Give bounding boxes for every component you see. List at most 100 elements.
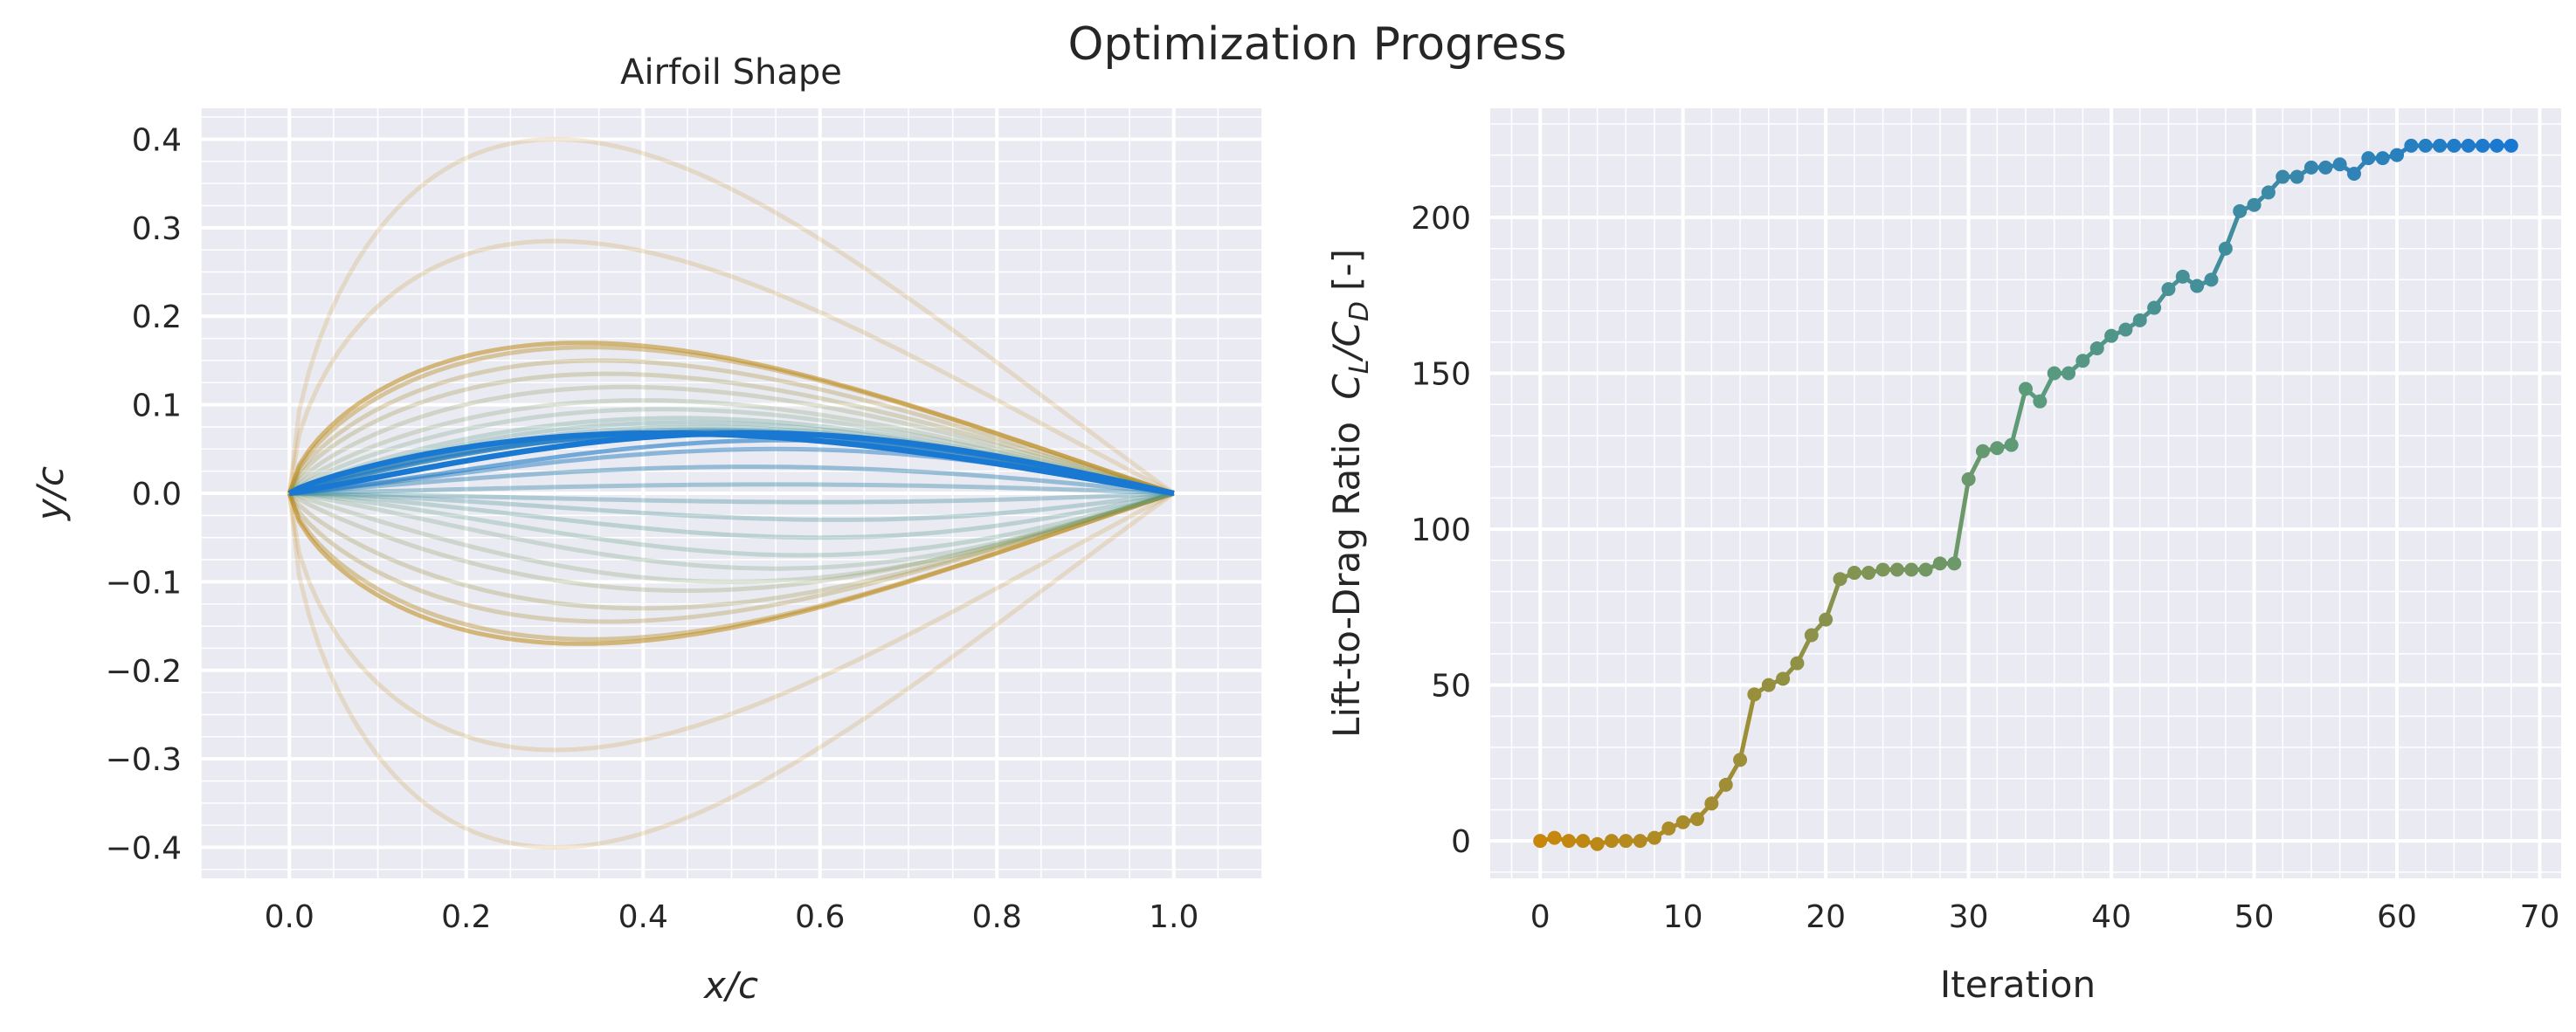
airfoil-final-lower-surface [288,430,1175,497]
airfoil-y-tick-label: −0.3 [106,742,182,778]
ld-data-point [1547,830,1562,845]
ld-data-point [2233,203,2248,218]
ld-data-point [1889,562,1904,577]
ld-data-point [2461,138,2476,153]
ld-data-point [1918,562,1933,577]
airfoil-y-tick-label: −0.2 [106,654,182,690]
airfoil-history-lower-surface [289,491,1174,505]
ld-data-point [2361,151,2376,166]
airfoil-x-tick-label: 1.0 [1149,899,1198,935]
airfoil-history-upper-surface [287,136,1176,496]
ld-data-point [2075,354,2090,368]
ld-line-segment [1737,691,1757,762]
ld-data-point [2118,322,2133,337]
airfoil-y-tick-label: 0.1 [132,389,182,424]
ld-x-axis-label: Iteration [1940,963,2096,1006]
ld-data-point [1804,628,1819,643]
ld-data-point [2004,437,2019,452]
ld-data-point [1847,566,1861,581]
airfoil-history-lower-surface [289,491,1175,558]
ld-x-ticks: 0 10 20 30 40 50 60 70 [1530,899,2560,935]
ld-data-point [1747,687,1762,702]
ld-data-point [2447,138,2462,153]
ld-data-point [2433,138,2448,153]
ld-data-point [2061,366,2076,381]
airfoil-history-upper-surface [287,371,1175,496]
airfoil-shape-panel: 0.0 0.2 0.4 0.6 0.8 1.0 −0.4 −0.3 −0.2 −0.1 0.0 0.… [29,52,1263,1007]
airfoil-history-lower-surface [289,491,1175,522]
ld-data-point [2289,169,2304,184]
ld-x-tick-label: 10 [1663,899,1703,935]
airfoil-history-upper-surface [287,341,1175,496]
ld-data-point [2019,382,2033,396]
ld-data-point [2089,341,2104,355]
ld-data-point [1604,834,1619,849]
ld-data-point [1561,834,1576,849]
ld-data-point [2132,313,2147,327]
lift-to-drag-panel: 0 10 20 30 40 50 60 70 0 50 100 150 200 Iteration L… [1325,108,2561,1006]
ld-x-tick-label: 60 [2377,899,2417,935]
ld-data-point [1875,562,1890,577]
airfoil-y-tick-label: −0.1 [106,565,182,601]
ld-y-axis-label-cd-sub: D [1344,301,1375,321]
ld-y-tick-label: 150 [1411,357,1471,393]
airfoil-history-lower-surface [287,491,1175,624]
airfoil-y-tick-label: 0.2 [132,299,182,335]
airfoil-x-tick-label: 0.4 [618,899,668,935]
ld-data-point [1576,834,1591,849]
airfoil-history-upper-surface [287,238,1175,496]
ld-data-point [2218,241,2233,256]
airfoil-history-lower-surface [287,491,1175,753]
airfoil-history-lower-surface [287,491,1175,611]
ld-line-segment [2009,386,2028,448]
ld-data-point [1718,777,1733,792]
ld-line-segment [1951,477,1972,566]
ld-data-point [2190,279,2205,293]
ld-data-point [1690,812,1705,827]
ld-data-point [1932,556,1947,571]
airfoil-x-tick-label: 0.0 [265,899,314,935]
ld-data-point [1819,612,1834,627]
airfoil-history-lower-surface [289,491,1175,540]
airfoil-history-upper-surface [287,398,1175,496]
airfoil-y-tick-label: −0.4 [106,831,182,867]
ld-data-point [1533,834,1548,849]
ld-data-point [2204,272,2219,287]
ld-data-point [1776,671,1791,686]
airfoil-history-upper-surface [287,345,1175,496]
airfoil-x-axis-label: x/c [702,964,758,1007]
ld-y-ticks: 0 50 100 150 200 [1411,201,1471,860]
airfoil-history-upper-surface [287,358,1175,496]
ld-data-point [1661,821,1676,836]
airfoil-history-lower-surface [288,491,1175,571]
airfoil-y-ticks: −0.4 −0.3 −0.2 −0.1 0.0 0.1 0.2 0.3 0.4 [106,122,182,866]
ld-y-axis-label: Lift-to-Drag Ratio CL/CD [-] [1325,249,1375,738]
airfoil-history-lower-surface [288,491,1175,584]
ld-series-points [1533,138,2518,851]
ld-y-tick-label: 100 [1411,513,1471,548]
ld-data-point [2303,160,2318,175]
ld-data-point [2175,269,2190,284]
airfoil-history-upper-surface [287,407,1175,496]
ld-data-point [2490,138,2504,153]
ld-data-point [2390,148,2405,162]
ld-data-point [1761,678,1776,692]
ld-data-point [1947,556,1962,571]
ld-data-point [2104,328,2119,343]
ld-y-axis-label-text: Lift-to-Drag Ratio [1325,422,1368,738]
airfoil-y-tick-label: 0.0 [132,477,182,513]
ld-data-point [1861,566,1876,581]
ld-data-point [1647,830,1661,845]
ld-y-axis-label-unit: [-] [1325,249,1368,291]
ld-data-point [1619,834,1633,849]
airfoil-x-ticks: 0.0 0.2 0.4 0.6 0.8 1.0 [265,899,1199,935]
ld-y-axis-label-cl: C [1325,374,1368,400]
ld-data-point [1961,471,1976,486]
ld-data-point [1833,572,1847,587]
ld-data-point [2261,185,2276,200]
ld-data-point [1990,441,2005,456]
airfoil-history-upper-surface [287,384,1175,496]
airfoil-y-axis-label: y/c [29,466,72,522]
airfoil-grid [200,108,1263,878]
